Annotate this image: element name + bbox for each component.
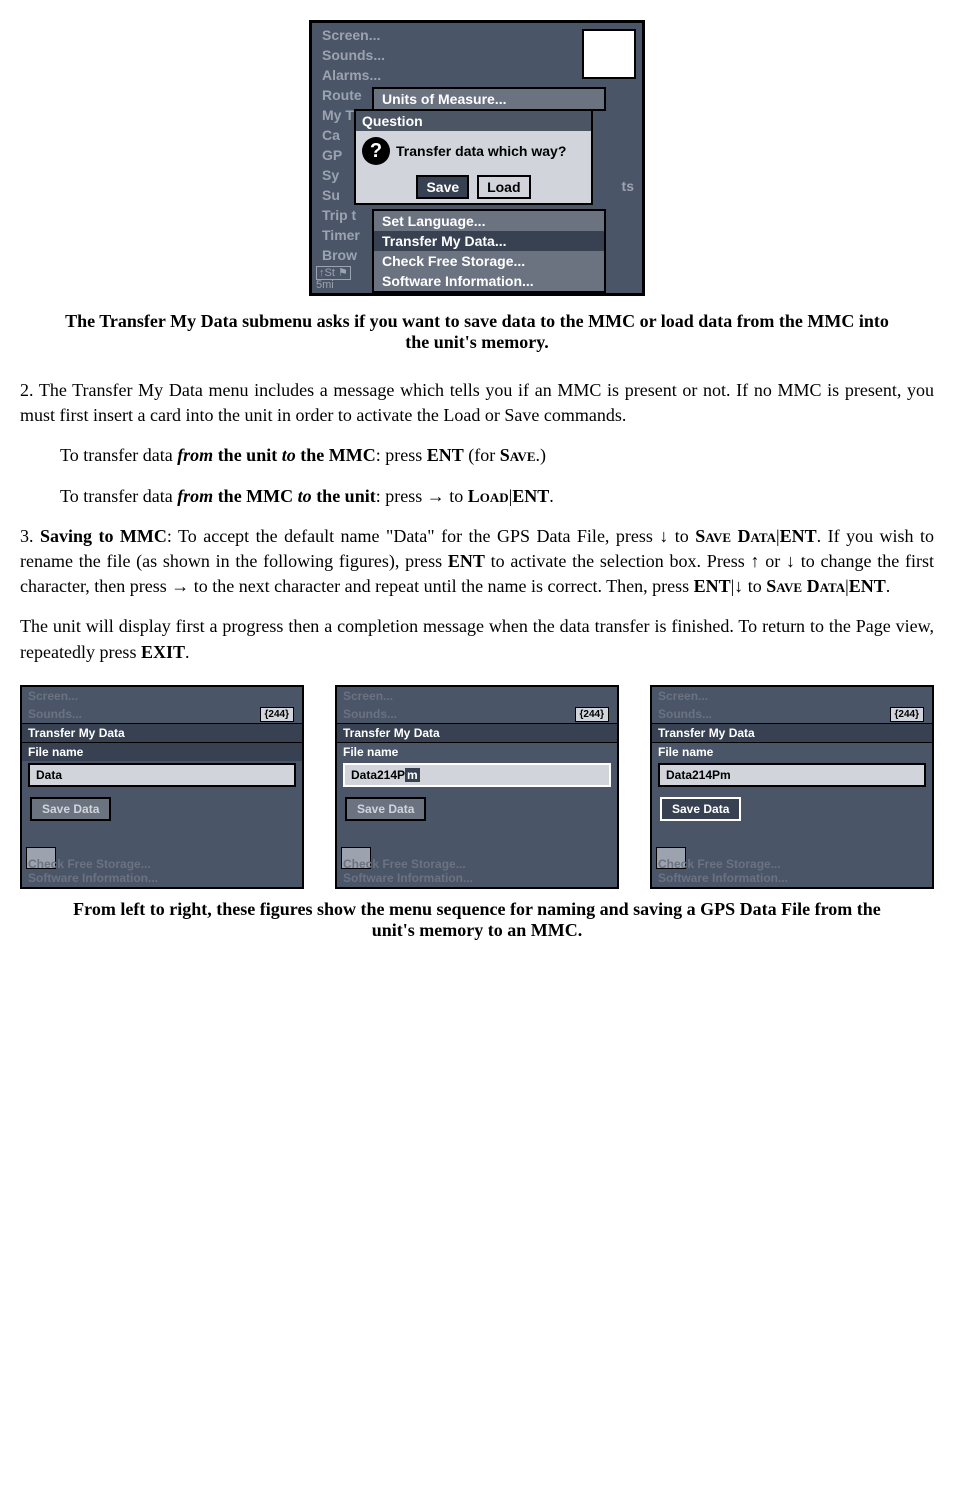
filename-label: File name (337, 743, 617, 761)
bottom-menu: Check Free Storage... Software Informati… (652, 855, 932, 887)
save-data-button[interactable]: Save Data (345, 797, 426, 821)
transfer-header: Transfer My Data (22, 723, 302, 743)
map-preview-box (582, 29, 636, 79)
set-language-item[interactable]: Set Language... (374, 211, 604, 231)
filename-input[interactable]: Data (28, 763, 296, 787)
screenshot-step-3: Screen... Sounds... {244} Transfer My Da… (650, 685, 934, 889)
question-icon: ? (362, 137, 390, 165)
ts-suffix: ts (622, 178, 634, 194)
bottom-menu: Check Free Storage... Software Informati… (22, 855, 302, 887)
transfer-from-mmc-line: To transfer data from the MMC to the uni… (60, 484, 934, 509)
question-dialog: Question ? Transfer data which way? Save… (354, 109, 593, 205)
badge-244: {244} (260, 707, 295, 722)
paragraph-3: 3. Saving to MMC: To accept the default … (20, 524, 934, 600)
transfer-submenu: Set Language... Transfer My Data... Chec… (372, 209, 606, 293)
paragraph-4: The unit will display first a progress t… (20, 614, 934, 664)
software-information-item[interactable]: Software Information... (374, 271, 604, 291)
units-of-measure-item[interactable]: Units of Measure... (374, 89, 604, 109)
filename-label: File name (22, 743, 302, 761)
transfer-my-data-item[interactable]: Transfer My Data... (374, 231, 604, 251)
dialog-text: Transfer data which way? (396, 143, 566, 159)
paragraph-2: 2. The Transfer My Data menu includes a … (20, 378, 934, 428)
load-button[interactable]: Load (477, 175, 530, 199)
transfer-header: Transfer My Data (337, 723, 617, 743)
bottom-screenshot-row: Screen... Sounds... {244} Transfer My Da… (20, 685, 934, 889)
screenshot-step-1: Screen... Sounds... {244} Transfer My Da… (20, 685, 304, 889)
main-dialog-screenshot: Screen... Sounds... Alarms... Route My T… (309, 20, 645, 296)
transfer-from-unit-line: To transfer data from the unit to the MM… (60, 443, 934, 468)
caption-2: From left to right, these figures show t… (60, 899, 894, 941)
screenshot-step-2: Screen... Sounds... {244} Transfer My Da… (335, 685, 619, 889)
bottom-menu: Check Free Storage... Software Informati… (337, 855, 617, 887)
save-button[interactable]: Save (416, 175, 469, 199)
dialog-buttons: Save Load (356, 171, 591, 203)
save-data-button[interactable]: Save Data (30, 797, 111, 821)
check-free-storage-item[interactable]: Check Free Storage... (374, 251, 604, 271)
badge-244: {244} (575, 707, 610, 722)
dialog-body: ? Transfer data which way? (356, 131, 591, 171)
filename-input-done[interactable]: Data214Pm (658, 763, 926, 787)
save-data-button-active[interactable]: Save Data (660, 797, 741, 821)
dialog-title: Question (356, 111, 591, 131)
badge-244: {244} (890, 707, 925, 722)
filename-label: File name (652, 743, 932, 761)
transfer-header: Transfer My Data (652, 723, 932, 743)
filename-input-editing[interactable]: Data214Pm (343, 763, 611, 787)
status-distance: ↑St ⚑ 5mi (316, 266, 351, 291)
units-panel: Units of Measure... (372, 87, 606, 111)
caption-1: The Transfer My Data submenu asks if you… (60, 311, 894, 353)
